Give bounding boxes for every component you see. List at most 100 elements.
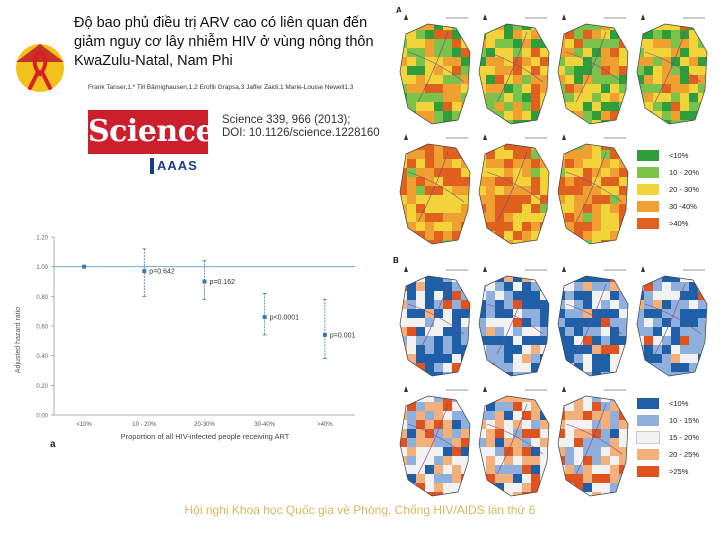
map-cell: [592, 420, 602, 430]
map-cell: [400, 309, 408, 319]
map-outline: [636, 275, 708, 377]
map-cell: [452, 465, 462, 475]
map-cell: [416, 93, 426, 103]
map-cell: [583, 411, 593, 421]
map-cell: [495, 345, 505, 355]
x-tick-label: 30-40%: [254, 422, 275, 428]
north-arrow-icon: [483, 14, 487, 20]
map-cell: [434, 492, 444, 496]
map-cell: [425, 465, 435, 475]
map-cell: [400, 177, 408, 187]
map-cell: [531, 483, 541, 493]
map-cell: [698, 309, 707, 319]
map-cell: [583, 168, 593, 178]
map-cell: [434, 222, 444, 232]
map-cell: [583, 111, 593, 121]
map-cell: [407, 66, 417, 76]
map-cell: [425, 144, 435, 151]
map-cell: [531, 39, 541, 49]
map-cell: [495, 231, 505, 241]
north-arrow-icon: [404, 14, 408, 20]
map-cell: [637, 300, 645, 310]
map-cell: [434, 282, 444, 292]
map-cell: [452, 447, 462, 457]
map-cell: [644, 84, 654, 94]
map-cell: [610, 318, 620, 328]
map-cell: [689, 84, 699, 94]
map-cell: [443, 309, 453, 319]
map-cell: [540, 429, 549, 439]
map-cell: [644, 336, 654, 346]
map-cell: [486, 150, 496, 160]
map-cell: [662, 24, 672, 31]
map-cell: [434, 363, 444, 373]
map-cell: [583, 240, 593, 244]
map-cell: [486, 354, 496, 364]
map-cell: [698, 300, 707, 310]
map-cell: [495, 438, 505, 448]
map-cell: [522, 24, 532, 31]
slide-title: Độ bao phủ điều trị ARV cao có liên quan…: [74, 15, 374, 69]
map-cell: [504, 48, 514, 58]
map-cell: [592, 93, 602, 103]
map-cell: [540, 336, 549, 346]
map-cell: [689, 354, 699, 364]
map-cell: [574, 150, 584, 160]
map-cell: [565, 102, 575, 112]
map-cell: [583, 39, 593, 49]
map-cell: [558, 186, 566, 196]
map-cell: [583, 429, 593, 439]
legend-label: 20 - 25%: [669, 450, 700, 459]
map-cell: [531, 474, 541, 484]
map-cell: [583, 276, 593, 283]
map-cell: [504, 213, 514, 223]
map-cell: [513, 447, 523, 457]
panel-b-label: B: [393, 256, 399, 265]
map-cell: [662, 291, 672, 301]
map-cell: [680, 336, 690, 346]
map-cell: [644, 291, 654, 301]
map-cell: [565, 327, 575, 337]
map-cell: [680, 345, 690, 355]
map-cell: [434, 336, 444, 346]
map-cell: [653, 282, 663, 292]
map-cell: [495, 309, 505, 319]
map-cell: [513, 396, 523, 403]
map-cell: [565, 465, 575, 475]
map-cell: [565, 402, 575, 412]
map-outline: [399, 23, 471, 125]
map-cell: [610, 402, 620, 412]
citation: Science 339, 966 (2013); DOI: 10.1126/sc…: [222, 114, 392, 140]
map-cell: [671, 291, 681, 301]
legend-swatch: [637, 398, 659, 409]
map-cell: [486, 168, 496, 178]
map-cell: [513, 75, 523, 85]
map-cell: [425, 213, 435, 223]
map-cell: [592, 75, 602, 85]
map-cell: [610, 195, 620, 205]
map-cell: [434, 30, 444, 40]
map-cell: [425, 177, 435, 187]
map-cell: [452, 318, 462, 328]
map-cell: [434, 372, 444, 376]
map-cell: [400, 327, 408, 337]
map-cell: [522, 177, 532, 187]
map-cell: [522, 465, 532, 475]
map-cell: [601, 396, 611, 403]
map-cell: [425, 168, 435, 178]
map-cell: [565, 447, 575, 457]
map-cell: [425, 204, 435, 214]
map-cell: [671, 363, 681, 373]
map-cell: [407, 474, 417, 484]
map-cell: [513, 345, 523, 355]
map-cell: [610, 300, 620, 310]
map-cell: [565, 195, 575, 205]
map-cell: [434, 300, 444, 310]
map-cell: [522, 222, 532, 232]
map-cell: [425, 102, 435, 112]
science-journal-logo: Science: [88, 110, 215, 154]
map-cell: [452, 111, 462, 121]
map-cell: [653, 300, 663, 310]
map-cell: [565, 456, 575, 466]
science-logo-text: Science: [88, 114, 215, 149]
